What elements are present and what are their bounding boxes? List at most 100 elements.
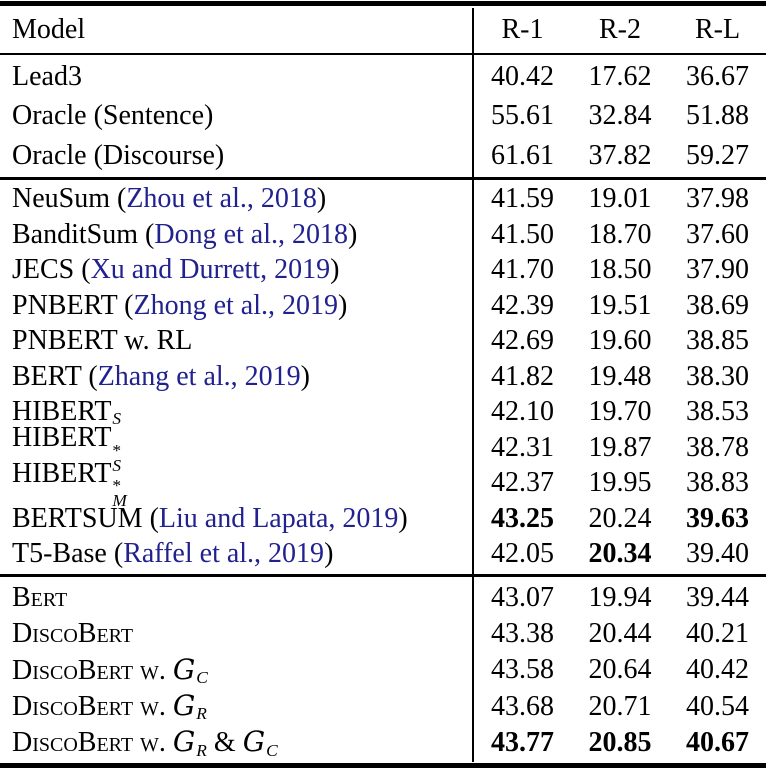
score-cell: 20.71 bbox=[588, 690, 652, 722]
subscript: M bbox=[112, 491, 127, 509]
model-name-cell: JECS (Xu and Durrett, 2019) bbox=[0, 254, 474, 286]
table-body: Lead3 40.42 17.62 36.67 Oracle (Sentence) 55.… bbox=[0, 55, 766, 763]
score-cell: 39.44 bbox=[686, 582, 749, 614]
subscript: S bbox=[112, 408, 122, 428]
model-name-text: ) bbox=[398, 502, 408, 534]
score-cell: 37.82 bbox=[588, 139, 652, 171]
score-cell: 19.70 bbox=[588, 396, 652, 428]
citation-link[interactable]: Zhong et al., 2019 bbox=[133, 289, 339, 321]
score-cell: 17.62 bbox=[588, 60, 652, 92]
score-cell: 43.58 bbox=[491, 654, 554, 686]
model-name-text: ) bbox=[324, 538, 334, 570]
score-cell: 41.59 bbox=[491, 183, 554, 215]
citation-link[interactable]: Liu and Lapata, 2019 bbox=[158, 502, 399, 534]
model-name-cell: DiscoBert bbox=[0, 618, 474, 650]
table-top-rule bbox=[0, 1, 766, 6]
score-cell: 38.30 bbox=[686, 360, 749, 392]
score-cell: 59.27 bbox=[686, 139, 749, 171]
model-name-text: PNBERT w. RL bbox=[12, 325, 193, 357]
model-name-cell: HIBERT * M bbox=[0, 458, 474, 509]
subscript: R bbox=[196, 704, 207, 724]
score-cell: 42.05 bbox=[491, 538, 554, 570]
score-cell: 42.69 bbox=[491, 325, 554, 357]
model-name-cell: DiscoBert w. GR & GC bbox=[0, 725, 474, 760]
score-cell: 20.24 bbox=[588, 502, 652, 534]
calligraphic-g: G bbox=[242, 725, 266, 759]
table-row: DiscoBert w. GR 43.68 20.71 40.54 bbox=[0, 689, 766, 725]
score-cell: 19.87 bbox=[588, 431, 652, 463]
model-name-text: NeuSum ( bbox=[12, 183, 127, 215]
model-name-text: Bert bbox=[12, 582, 68, 614]
model-name-cell: NeuSum (Zhou et al., 2018) bbox=[0, 183, 474, 215]
table-row: HIBERT * S 42.31 19.87 38.78 bbox=[0, 422, 766, 473]
score-cell: 18.50 bbox=[588, 254, 652, 286]
model-name-cell: BERTSUM (Liu and Lapata, 2019) bbox=[0, 503, 474, 535]
score-cell: 43.68 bbox=[491, 690, 554, 722]
table-section-baselines: Lead3 40.42 17.62 36.67 Oracle (Sentence) 55.… bbox=[0, 55, 766, 177]
column-header-r1: R-1 bbox=[501, 13, 544, 45]
model-name-text: DiscoBert w. bbox=[12, 654, 173, 686]
model-name-cell: PNBERT (Zhong et al., 2019) bbox=[0, 290, 474, 322]
score-cell: 40.42 bbox=[491, 60, 554, 92]
score-cell: 40.54 bbox=[686, 690, 749, 722]
table-row: JECS (Xu and Durrett, 2019) 41.70 18.50 37.… bbox=[0, 253, 766, 289]
score-cell: 19.01 bbox=[588, 183, 652, 215]
calligraphic-g: G bbox=[172, 725, 196, 759]
score-cell: 55.61 bbox=[491, 100, 554, 132]
score-cell: 32.84 bbox=[588, 100, 652, 132]
subscript: C bbox=[266, 740, 278, 760]
model-name-text: HIBERT bbox=[12, 422, 112, 454]
column-divider-rule bbox=[472, 8, 474, 762]
table-row: PNBERT w. RL 42.69 19.60 38.85 bbox=[0, 324, 766, 360]
model-name-text: ) bbox=[300, 360, 310, 392]
score-cell: 51.88 bbox=[686, 100, 749, 132]
model-name-text: & bbox=[206, 727, 243, 759]
citation-link[interactable]: Zhang et al., 2019 bbox=[97, 360, 301, 392]
superscript-subscript: * S bbox=[112, 442, 121, 474]
subscript: C bbox=[196, 668, 208, 688]
citation-link[interactable]: Xu and Durrett, 2019 bbox=[90, 254, 331, 286]
model-name-cell: DiscoBert w. GC bbox=[0, 653, 474, 688]
score-cell: 40.67 bbox=[686, 726, 749, 758]
score-cell: 43.77 bbox=[491, 726, 554, 758]
table-row: NeuSum (Zhou et al., 2018) 41.59 19.01 37.9… bbox=[0, 182, 766, 218]
table-header-row: Model R-1 R-2 R-L bbox=[0, 6, 766, 53]
table-row: BERT (Zhang et al., 2019) 41.82 19.48 38.30 bbox=[0, 359, 766, 395]
score-cell: 42.31 bbox=[491, 431, 554, 463]
table-row: HIBERTS 42.10 19.70 38.53 bbox=[0, 395, 766, 431]
score-cell: 39.40 bbox=[686, 538, 749, 570]
table-row: BERTSUM (Liu and Lapata, 2019) 43.25 20.24… bbox=[0, 501, 766, 537]
model-name-cell: PNBERT w. RL bbox=[0, 325, 474, 357]
score-cell: 20.34 bbox=[588, 538, 652, 570]
column-header-rl: R-L bbox=[694, 13, 741, 45]
citation-link[interactable]: Raffel et al., 2019 bbox=[123, 538, 325, 570]
superscript: * bbox=[112, 476, 122, 496]
score-cell: 61.61 bbox=[491, 139, 554, 171]
score-cell: 40.42 bbox=[686, 654, 749, 686]
table-bottom-rule bbox=[0, 762, 766, 768]
column-header-model: Model bbox=[12, 13, 86, 45]
table-section-this-work: Bert 43.07 19.94 39.44 DiscoBert 43.38 20.44 40… bbox=[0, 577, 766, 763]
score-cell: 20.44 bbox=[588, 618, 652, 650]
score-cell: 37.98 bbox=[686, 183, 749, 215]
citation-link[interactable]: Dong et al., 2018 bbox=[154, 218, 348, 250]
subscript: R bbox=[196, 740, 207, 760]
model-name-text: ) bbox=[316, 183, 327, 215]
score-cell: 42.39 bbox=[491, 289, 554, 321]
table-row: T5-Base (Raffel et al., 2019) 42.05 20.34 3… bbox=[0, 537, 766, 573]
model-name-text: DiscoBert bbox=[12, 618, 134, 650]
score-cell: 19.94 bbox=[588, 582, 652, 614]
score-cell: 40.21 bbox=[686, 618, 749, 650]
score-cell: 37.60 bbox=[686, 218, 749, 250]
score-cell: 42.10 bbox=[491, 396, 554, 428]
model-name-text: ) bbox=[338, 289, 348, 321]
model-name-cell: Oracle (Sentence) bbox=[0, 100, 474, 132]
citation-link[interactable]: Zhou et al., 2018 bbox=[126, 183, 317, 215]
model-name-text: JECS ( bbox=[12, 254, 91, 286]
score-cell: 43.38 bbox=[491, 618, 554, 650]
score-cell: 19.95 bbox=[588, 467, 652, 499]
calligraphic-g: G bbox=[172, 688, 196, 722]
score-cell: 37.90 bbox=[686, 254, 749, 286]
model-name-text: T5-Base ( bbox=[12, 538, 124, 570]
